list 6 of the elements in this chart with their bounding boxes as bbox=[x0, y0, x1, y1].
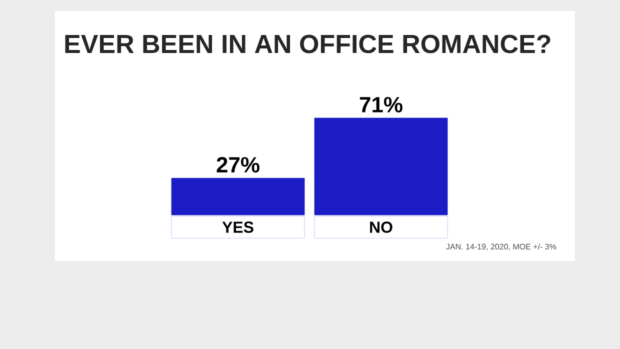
chart-title: EVER BEEN IN AN OFFICE ROMANCE? bbox=[65, 34, 550, 54]
data-label: 71% bbox=[360, 96, 402, 112]
x-tick-label: NO bbox=[370, 222, 392, 233]
data-label: 27% bbox=[216, 157, 260, 173]
x-tick-label: YES bbox=[222, 222, 254, 233]
text: JAN. 14-19, 2020, MOE +/- 3% bbox=[446, 244, 556, 250]
